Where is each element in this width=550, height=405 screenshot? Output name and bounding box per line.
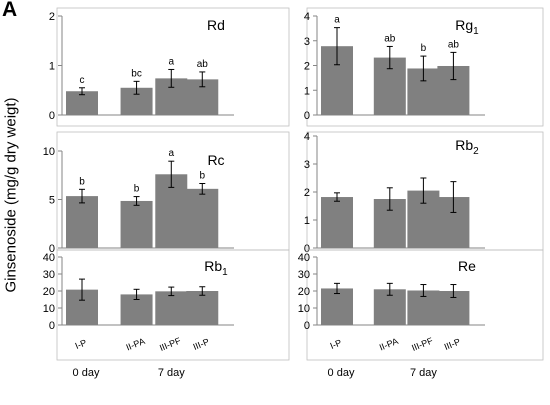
x-tick-label: I-P <box>74 337 88 351</box>
chart-title: Rc <box>207 152 224 168</box>
x-group-label: 7 day <box>158 367 185 379</box>
significance-letter: bc <box>131 68 142 79</box>
y-tick-label: 20 <box>43 286 55 298</box>
panel-frame <box>56 249 290 361</box>
y-tick-label: 0 <box>49 110 55 122</box>
y-tick-label: 4 <box>304 11 310 23</box>
significance-letter: b <box>79 176 85 187</box>
y-tick-label: 2 <box>304 187 310 199</box>
y-tick-label: 1 <box>304 215 310 227</box>
x-tick-label: III-P <box>443 336 462 351</box>
panel-frame <box>306 249 544 361</box>
significance-letter: b <box>421 43 427 54</box>
y-tick-label: 3 <box>304 159 310 171</box>
significance-letter: a <box>168 56 174 67</box>
chart-title: Re <box>458 258 476 274</box>
y-tick-label: 4 <box>304 131 310 143</box>
y-tick-label: 40 <box>43 252 55 264</box>
x-tick-label: III-PF <box>158 335 183 353</box>
chart-panel-6: 0 10 20 30 40 I-P II-PA III-PF III-P Re 0 day 7 day <box>298 249 544 379</box>
chart-panel-2: 0 1 2 3 4 a ab b ab Rg1 <box>304 7 544 127</box>
y-tick-label: 0 <box>49 243 55 255</box>
panel-frame <box>56 7 290 127</box>
y-tick-label: 0 <box>49 320 55 332</box>
significance-letter: ab <box>384 33 396 44</box>
chart-panel-1: 0 1 2 c bc a ab Rd <box>49 7 290 127</box>
y-tick-label: 0 <box>304 243 310 255</box>
chart-panel-4: 0 1 2 3 4 Rb2 <box>304 131 544 255</box>
panel-letter: A <box>2 0 18 21</box>
chart-title: Rb2 <box>455 137 479 157</box>
y-tick-label: 1 <box>304 85 310 97</box>
chart-title: Rg1 <box>455 17 479 37</box>
bar <box>186 188 219 248</box>
y-tick-label: 40 <box>298 252 310 264</box>
y-tick-label: 0 <box>304 320 310 332</box>
x-tick-label: III-PF <box>410 335 435 353</box>
bar <box>120 200 153 248</box>
x-group-label: 0 day <box>328 367 355 379</box>
x-group-label: 7 day <box>410 367 437 379</box>
significance-letter: c <box>80 75 85 86</box>
x-tick-label: II-PA <box>125 336 147 353</box>
significance-letter: b <box>199 170 205 181</box>
panel-frame <box>306 7 544 127</box>
x-group-label: 0 day <box>73 367 100 379</box>
chart-panel-5: 0 10 20 30 40 I-P II-PA III-PF III-P Rb1 0 day 7 da… <box>43 249 290 379</box>
significance-letter: ab <box>197 59 209 70</box>
x-tick-label: II-PA <box>378 336 400 353</box>
x-tick-label: III-P <box>192 336 211 351</box>
significance-letter: a <box>168 148 174 159</box>
y-tick-label: 2 <box>49 11 55 23</box>
significance-letter: a <box>334 15 340 26</box>
bar <box>186 291 219 325</box>
y-tick-label: 10 <box>43 303 55 315</box>
y-tick-label: 30 <box>43 269 55 281</box>
y-tick-label: 3 <box>304 36 310 48</box>
significance-letter: b <box>134 184 140 195</box>
bar <box>321 197 353 248</box>
bar <box>155 291 188 325</box>
bar <box>66 196 98 248</box>
bar <box>321 288 353 325</box>
y-tick-label: 10 <box>298 303 310 315</box>
x-tick-label: I-P <box>329 337 343 351</box>
y-tick-label: 1 <box>49 61 55 73</box>
significance-letter: ab <box>448 39 460 50</box>
chart-title: Rb1 <box>204 258 228 278</box>
y-tick-label: 5 <box>49 195 55 207</box>
bar <box>66 91 98 115</box>
chart-title: Rd <box>207 17 225 33</box>
y-tick-label: 0 <box>304 110 310 122</box>
y-tick-label: 30 <box>298 269 310 281</box>
y-tick-label: 10 <box>43 146 55 158</box>
y-tick-label: 20 <box>298 286 310 298</box>
y-tick-label: 2 <box>304 61 310 73</box>
